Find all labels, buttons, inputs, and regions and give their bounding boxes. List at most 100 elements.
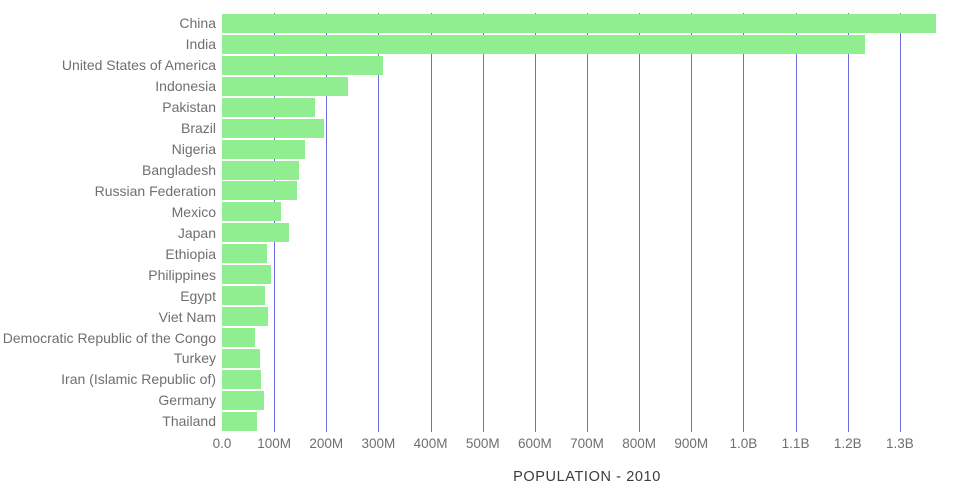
country-label-cell: Nigeria [0,139,222,160]
x-tick-label: 1.1B [781,436,810,451]
country-label-cell: Mexico [0,201,222,222]
population-bar [222,390,265,410]
bar-row: Viet Nam [0,306,960,327]
bar-row: Pakistan [0,97,960,118]
gridline [326,13,328,432]
gridline [274,13,276,432]
bar-row: Japan [0,222,960,243]
bar-row: Russian Federation [0,181,960,202]
gridline [795,13,797,432]
population-bar [222,34,866,54]
bar-row: Bangladesh [0,160,960,181]
country-label-cell: Germany [0,390,222,411]
bar-row: United States of America [0,55,960,76]
gridline [587,13,588,432]
country-label: Nigeria [171,141,216,158]
country-label-cell: Pakistan [0,97,222,118]
country-label-cell: Thailand [0,411,222,432]
gridline [378,13,380,432]
gridlines-layer [222,13,952,432]
bar-row: India [0,34,960,55]
population-bar [222,202,282,222]
gridline [743,13,745,432]
population-bar [222,76,349,96]
bar-row: Thailand [0,411,960,432]
x-tick-label: 1.2B [833,436,862,451]
country-label: Germany [158,392,216,409]
country-label: Turkey [173,350,216,367]
bar-row: Democratic Republic of the Congo [0,327,960,348]
bar-row: Ethiopia [0,243,960,264]
population-bar [222,13,936,33]
country-label-cell: Viet Nam [0,306,222,327]
country-label-cell: Philippines [0,264,222,285]
population-bar [222,348,260,368]
population-bar [222,160,300,180]
country-label: United States of America [61,57,216,74]
country-label: Japan [177,224,216,241]
country-label-cell: United States of America [0,55,222,76]
x-tick-label: 300M [361,436,396,451]
country-label-cell: China [0,13,222,34]
gridline [482,13,484,432]
gridline [430,13,432,432]
country-label: Russian Federation [94,182,216,199]
bar-row: Iran (Islamic Republic of) [0,369,960,390]
country-label: Philippines [148,266,216,283]
country-label: Thailand [162,413,216,430]
country-label-cell: Russian Federation [0,181,222,202]
country-label-cell: Ethiopia [0,243,222,264]
population-bar [222,307,268,327]
gridline [847,13,849,432]
population-bar [222,265,271,285]
x-tick-label: 800M [622,436,657,451]
x-axis: 0.0 100M 200M 300M 400M 500M 600M 700M 800M 900M 1… [213,436,952,454]
country-label: Viet Nam [158,308,216,325]
country-label: Brazil [180,120,216,137]
bar-rows: China India United States of America Indone… [0,13,960,432]
country-label: Bangladesh [142,162,216,179]
gridline [534,13,536,432]
population-bar [222,286,265,306]
bar-row: Indonesia [0,76,960,97]
population-bar [222,223,289,243]
country-label-cell: Democratic Republic of the Congo [0,327,222,348]
country-label: Democratic Republic of the Congo [2,329,216,346]
country-label-cell: Bangladesh [0,160,222,181]
gridline [899,13,901,432]
x-tick-label: 200M [309,436,344,451]
population-bar [222,181,297,201]
country-label: Egypt [180,287,216,304]
country-label-cell: Japan [0,222,222,243]
gridline [691,13,693,432]
bar-row: Brazil [0,118,960,139]
x-tick-label: 700M [570,436,604,451]
bar-row: Germany [0,390,960,411]
population-bar [222,369,261,389]
x-tick-label: 900M [674,436,709,451]
bar-row: Mexico [0,201,960,222]
bar-row: Egypt [0,285,960,306]
country-label-cell: Indonesia [0,76,222,97]
chart-title: POPULATION - 2010 [513,469,661,485]
x-tick-label: 600M [517,436,552,451]
bar-row: China [0,13,960,34]
x-tick-label: 0.0 [212,436,232,451]
country-label-cell: Turkey [0,348,222,369]
country-label: Iran (Islamic Republic of) [61,371,216,388]
country-label: Ethiopia [165,245,216,262]
population-bar [222,97,316,117]
bar-row: Turkey [0,348,960,369]
x-tick-label: 100M [257,436,292,451]
x-tick-label: 400M [413,436,448,451]
population-bar [222,118,325,138]
x-tick-label: 500M [465,436,500,451]
population-bar [222,328,256,348]
country-label-cell: Egypt [0,285,222,306]
country-label: Mexico [171,203,216,220]
country-label: Pakistan [162,99,216,116]
country-label: India [185,36,216,53]
bar-row: Nigeria [0,139,960,160]
population-bar [222,55,384,75]
